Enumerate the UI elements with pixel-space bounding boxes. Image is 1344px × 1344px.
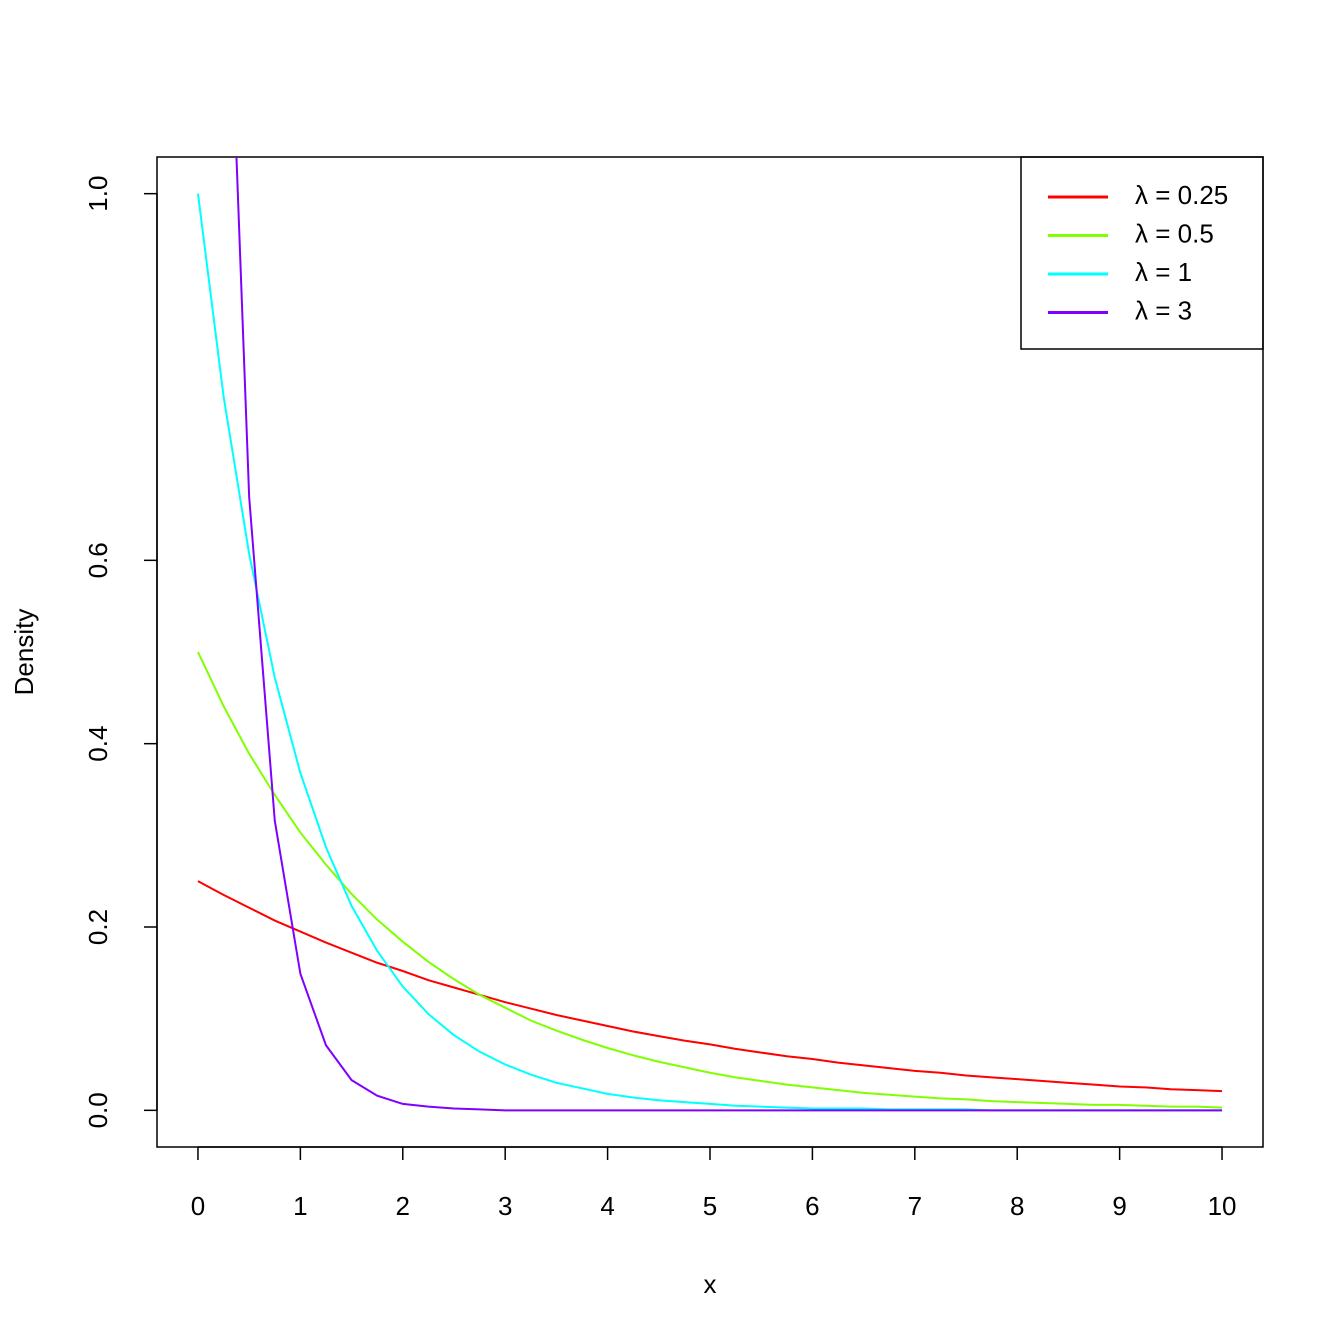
x-tick-label: 3 <box>498 1191 512 1221</box>
x-tick-label: 9 <box>1112 1191 1126 1221</box>
y-tick-label: 0.6 <box>83 542 113 578</box>
legend-label: λ = 1 <box>1135 257 1192 287</box>
x-tick-label: 1 <box>293 1191 307 1221</box>
x-tick-label: 4 <box>600 1191 614 1221</box>
x-tick-label: 10 <box>1208 1191 1237 1221</box>
lines <box>196 157 1223 1112</box>
legend-box <box>1020 156 1264 350</box>
y-tick-label: 0.0 <box>83 1092 113 1128</box>
legend-label: λ = 3 <box>1135 295 1192 325</box>
x-tick-label: 0 <box>191 1191 205 1221</box>
x-tick-label: 5 <box>703 1191 717 1221</box>
series-line <box>197 880 1223 1093</box>
y-axis-label: Density <box>9 609 39 696</box>
y-tick-label: 0.4 <box>83 726 113 762</box>
x-tick-label: 2 <box>396 1191 410 1221</box>
y-tick-label: 0.2 <box>83 909 113 945</box>
series-line <box>235 157 1223 1112</box>
x-tick-label: 6 <box>805 1191 819 1221</box>
series-line <box>197 651 1223 1109</box>
legend-label: λ = 0.25 <box>1135 180 1228 210</box>
x-axis-label: x <box>704 1269 717 1299</box>
legend-label: λ = 0.5 <box>1135 218 1214 248</box>
x-tick-label: 8 <box>1010 1191 1024 1221</box>
x-tick-label: 7 <box>908 1191 922 1221</box>
y-tick-label: 1.0 <box>83 176 113 212</box>
